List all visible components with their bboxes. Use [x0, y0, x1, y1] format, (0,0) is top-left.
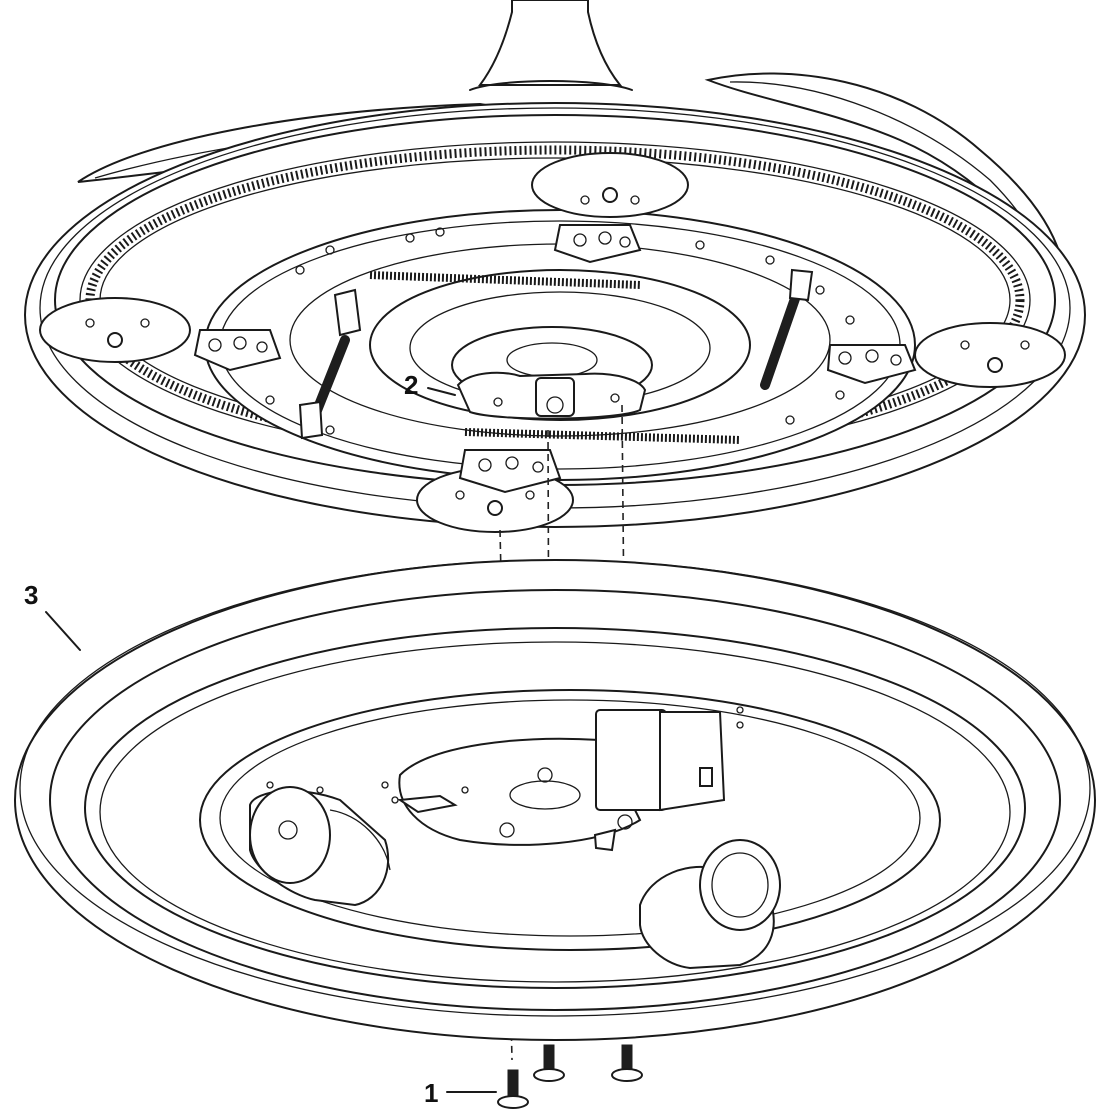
clamp-block-bottom [458, 449, 562, 494]
screw-2 [533, 1044, 565, 1082]
socket-right-lower [639, 839, 781, 970]
fan-body-assembly [24, 0, 1086, 533]
callout-3: 3 [24, 580, 81, 651]
spring-top [369, 271, 641, 289]
gear-hub-top [531, 152, 689, 218]
spring-bottom [464, 428, 741, 444]
callout-1-number: 1 [424, 1078, 438, 1108]
strut-right [760, 268, 814, 390]
clamp-block-top [553, 224, 642, 264]
callout-1: 1 [424, 1078, 497, 1108]
clamp-block-left [193, 329, 282, 372]
callout-2-number: 2 [404, 370, 418, 400]
socket-left [249, 786, 391, 907]
plate-holes [265, 227, 855, 435]
callout-3-number: 3 [24, 580, 38, 610]
socket-right-upper [595, 709, 726, 812]
clamp-block-right [826, 344, 917, 385]
gear-hub-left [39, 297, 191, 363]
strut-left [298, 288, 362, 440]
screw-1 [497, 1069, 529, 1109]
screw-3 [611, 1044, 643, 1082]
top-canopy [469, 0, 633, 91]
callout-2: 2 [404, 370, 456, 400]
gear-hub-right [914, 322, 1066, 388]
motor-bracket [456, 371, 647, 420]
ring-inner-plate [266, 706, 744, 852]
